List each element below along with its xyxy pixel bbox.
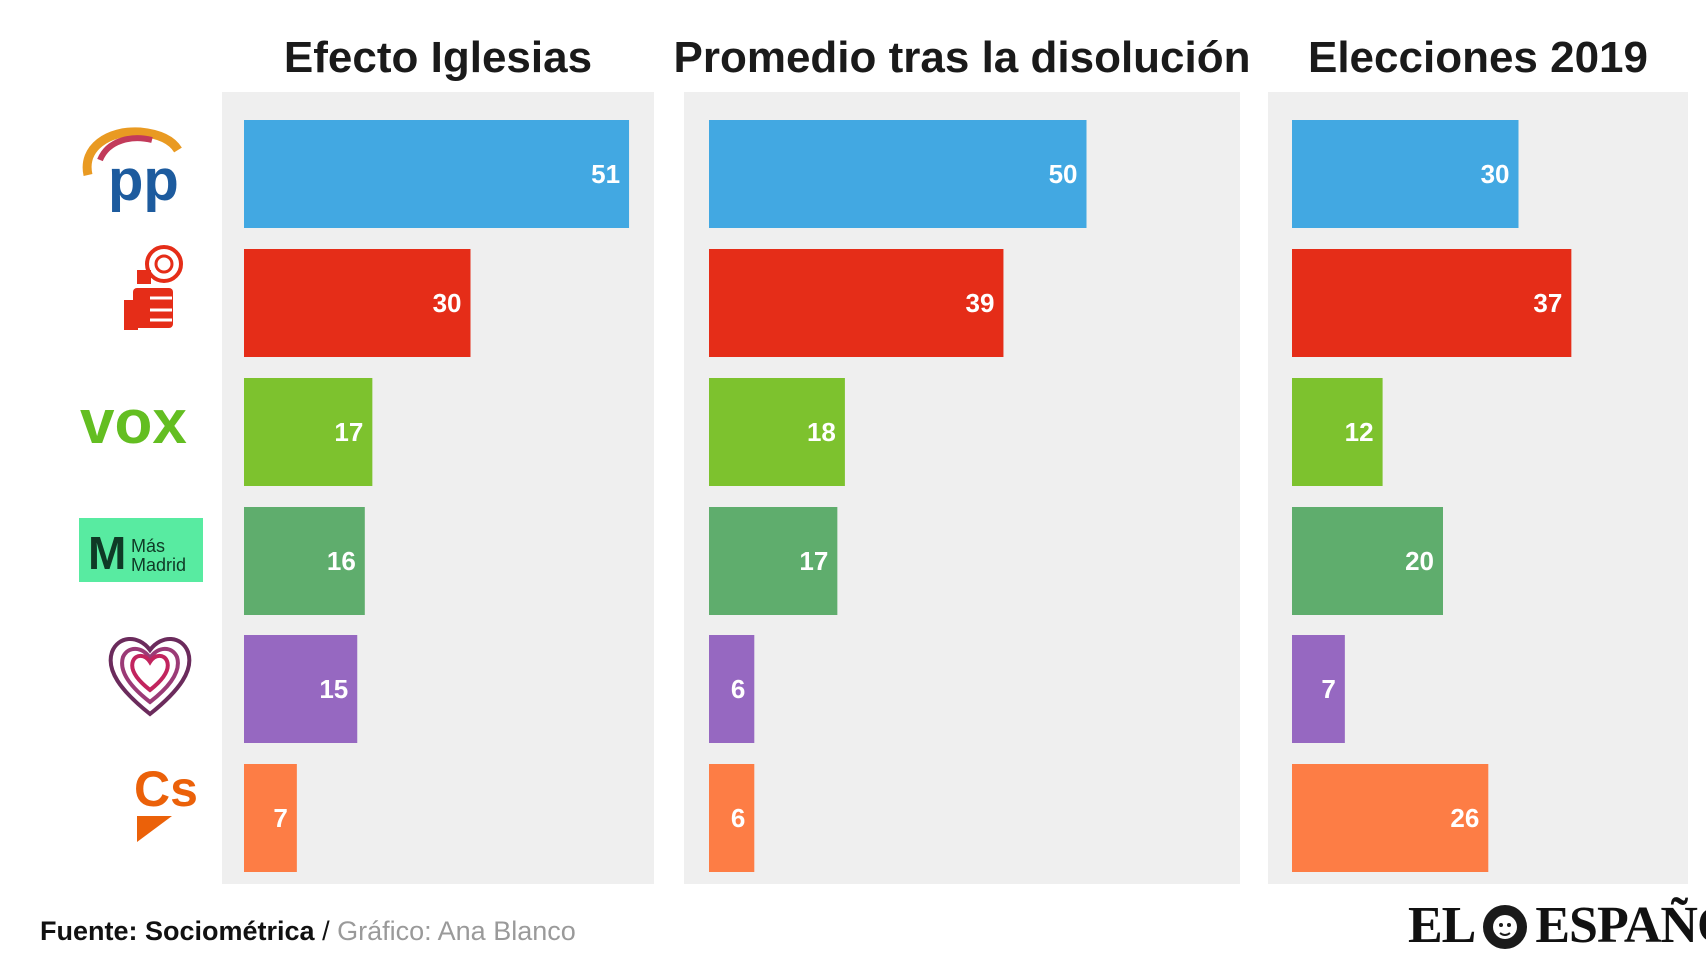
- bar-value-label: 16: [327, 546, 356, 576]
- panels: Efecto Iglesias 51 30 17 16 15 7 Promedio tras …: [222, 33, 1688, 884]
- bar-m-s-madrid: [244, 507, 365, 615]
- bar-pp: [709, 120, 1087, 228]
- cs-logo: Cs: [134, 761, 198, 842]
- bar-value-label: 12: [1345, 417, 1374, 447]
- vox-logo: vox: [80, 388, 187, 457]
- bar-vox: [244, 378, 373, 486]
- panel-1: Efecto Iglesias 51 30 17 16 15 7: [222, 33, 654, 884]
- bar-cs: [709, 764, 755, 872]
- mas-madrid-logo-line2: Madrid: [131, 555, 186, 575]
- brand-left: EL: [1408, 897, 1476, 954]
- bar-vox: [1292, 378, 1383, 486]
- bar-value-label: 37: [1533, 288, 1562, 318]
- panel-title: Elecciones 2019: [1308, 33, 1648, 82]
- bar-psoe: [709, 249, 1004, 357]
- mas-madrid-logo-background: [79, 518, 203, 582]
- bar-value-label: 39: [966, 288, 995, 318]
- mas-madrid-logo: M Más Madrid: [79, 518, 203, 582]
- cs-logo-text: Cs: [134, 761, 198, 817]
- bar-m-s-madrid: [1292, 507, 1443, 615]
- pp-logo: pp: [82, 127, 182, 213]
- panel-title: Promedio tras la disolución: [673, 33, 1250, 82]
- bar-psoe: [1292, 249, 1572, 357]
- bar-psoe: [244, 249, 471, 357]
- footer-separator: /: [322, 916, 330, 946]
- psoe-logo: [124, 245, 183, 330]
- bar-podemos: [244, 635, 358, 743]
- bar-value-label: 6: [731, 674, 745, 704]
- bar-value-label: 15: [319, 674, 348, 704]
- el-espanol-logo: EL ESPAÑOL: [1408, 896, 1706, 955]
- podemos-logo: [108, 637, 192, 717]
- panel-title: Efecto Iglesias: [284, 33, 592, 82]
- pp-logo-text: pp: [108, 148, 179, 213]
- bar-value-label: 50: [1049, 159, 1078, 189]
- footer-source: Fuente: Sociométrica: [40, 916, 315, 946]
- bar-value-label: 20: [1405, 546, 1434, 576]
- bar-value-label: 30: [1481, 159, 1510, 189]
- bar-value-label: 7: [273, 803, 287, 833]
- bar-value-label: 7: [1321, 674, 1335, 704]
- lion-icon: [1483, 904, 1528, 949]
- bar-value-label: 30: [433, 288, 462, 318]
- panel-3: Elecciones 2019 30 37 12 20 7 26: [1268, 33, 1688, 884]
- mas-madrid-logo-line1: Más: [131, 536, 165, 556]
- bar-podemos: [709, 635, 755, 743]
- brand-right: ESPAÑOL: [1535, 897, 1706, 954]
- bar-value-label: 18: [807, 417, 836, 447]
- chart: Efecto Iglesias 51 30 17 16 15 7 Promedio tras …: [79, 33, 1688, 884]
- bar-pp: [1292, 120, 1519, 228]
- bar-value-label: 26: [1450, 803, 1479, 833]
- bar-m-s-madrid: [709, 507, 838, 615]
- bar-value-label: 51: [591, 159, 620, 189]
- footer: Fuente: Sociométrica / Gráfico: Ana Blan…: [40, 916, 576, 947]
- bar-cs: [1292, 764, 1489, 872]
- mas-madrid-logo-m: M: [88, 527, 126, 579]
- bar-value-label: 17: [799, 546, 828, 576]
- bar-vox: [709, 378, 845, 486]
- footer-credit: Gráfico: Ana Blanco: [337, 916, 576, 946]
- bar-value-label: 17: [334, 417, 363, 447]
- panel-2: Promedio tras la disolución 50 39 18 17 6 6: [673, 33, 1251, 884]
- bar-podemos: [1292, 635, 1345, 743]
- bar-pp: [244, 120, 630, 228]
- bar-cs: [244, 764, 297, 872]
- bar-value-label: 6: [731, 803, 745, 833]
- vox-logo-text: vox: [80, 388, 187, 457]
